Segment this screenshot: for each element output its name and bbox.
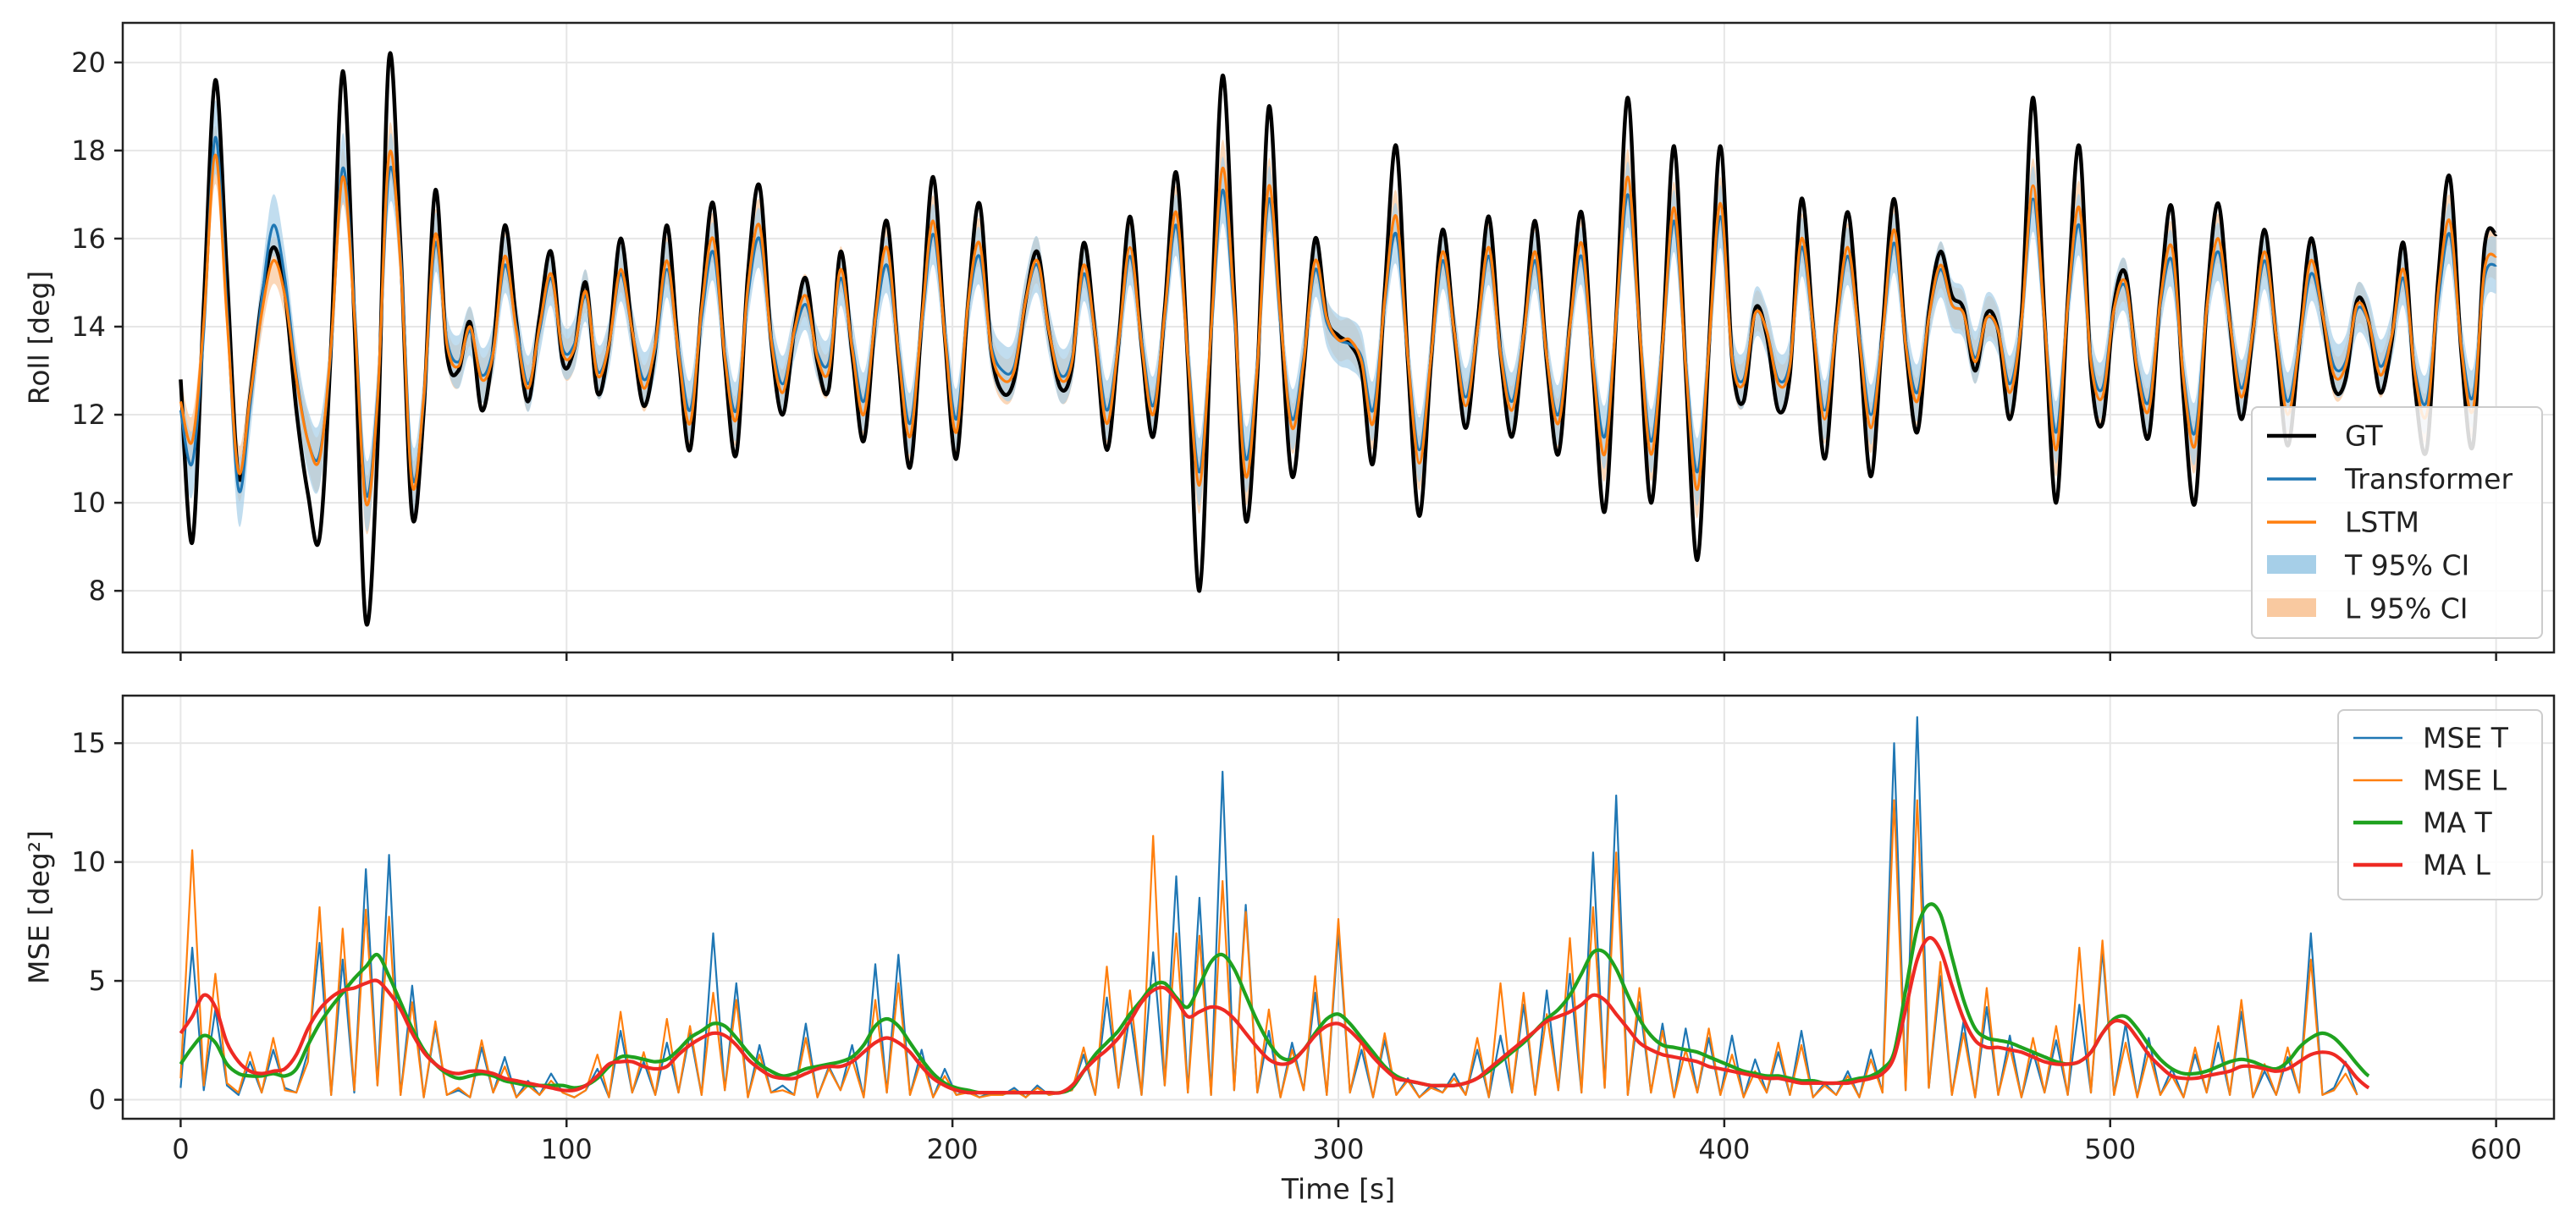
legend-mse-t-label: MSE T [2423, 722, 2509, 755]
mse-grid [123, 696, 2554, 1119]
roll-panel: 8 10 12 14 16 18 20 Roll [deg] GT Transformer … [23, 21, 2556, 661]
x-tick-label: 100 [541, 1133, 593, 1165]
mse-x-ticks: 0 100 200 300 400 500 600 [172, 1119, 2522, 1165]
roll-y-axis-label: Roll [deg] [23, 271, 56, 405]
legend-l-ci-swatch [2267, 598, 2316, 617]
y-tick-label: 5 [89, 965, 106, 997]
y-tick-label: 16 [71, 223, 106, 255]
y-tick-label: 14 [71, 311, 106, 343]
x-tick-label: 300 [1312, 1133, 1364, 1165]
x-tick-label: 0 [172, 1133, 189, 1165]
mse-lines [179, 716, 2370, 1098]
legend-ma-l-label: MA L [2423, 849, 2491, 882]
mse-y-ticks: 0 5 10 15 [71, 727, 123, 1116]
legend-t-ci-swatch [2267, 555, 2316, 574]
y-tick-label: 8 [89, 575, 106, 607]
y-tick-label: 10 [71, 487, 106, 519]
legend-mse-l-label: MSE L [2423, 764, 2507, 797]
legend-ma-t-label: MA T [2423, 806, 2493, 839]
roll-y-ticks: 8 10 12 14 16 18 20 [71, 47, 123, 607]
x-tick-label: 200 [927, 1133, 979, 1165]
lstm-line [179, 149, 2498, 507]
y-tick-label: 0 [89, 1084, 106, 1116]
legend-gt-label: GT [2345, 420, 2383, 453]
ma-l-line [179, 936, 2370, 1095]
legend-t-ci-label: T 95% CI [2344, 549, 2469, 582]
y-tick-label: 18 [71, 135, 106, 167]
x-tick-label: 500 [2084, 1133, 2136, 1165]
y-tick-label: 20 [71, 47, 106, 79]
y-tick-label: 15 [71, 727, 106, 759]
transformer-ci-band [180, 100, 2496, 532]
legend-lstm-label: LSTM [2345, 506, 2419, 539]
mse-panel: 0 100 200 300 400 500 600 0 5 10 15 MSE [deg²] Ti… [23, 694, 2556, 1206]
roll-lines [179, 51, 2498, 627]
mse-x-axis-label: Time [s] [1281, 1173, 1395, 1206]
x-tick-label: 600 [2470, 1133, 2522, 1165]
x-tick-label: 400 [1698, 1133, 1750, 1165]
mse-legend: MSE T MSE L MA T MA L [2337, 709, 2543, 900]
mse-l-line [179, 799, 2358, 1098]
y-tick-label: 10 [71, 846, 106, 878]
legend-transformer-label: Transformer [2344, 463, 2513, 496]
legend-l-ci-label: L 95% CI [2345, 592, 2468, 625]
roll-legend-box [2251, 406, 2543, 639]
mse-legend-box [2337, 709, 2543, 900]
roll-legend: GT Transformer LSTM T 95% CI L 95% CI [2251, 406, 2543, 639]
roll-x-ticks [179, 652, 2497, 661]
y-tick-label: 12 [71, 399, 106, 431]
mse-y-axis-label: MSE [deg²] [23, 830, 56, 984]
